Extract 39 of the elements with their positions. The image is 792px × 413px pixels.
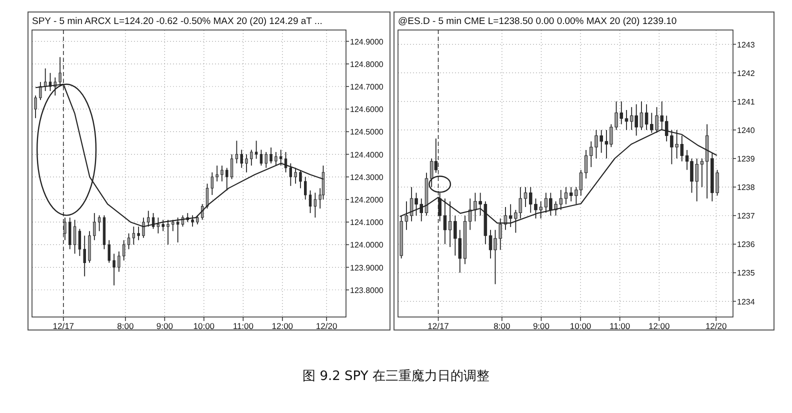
y-tick-label: 123.9000 <box>350 263 384 272</box>
x-tick-label: 12:00 <box>648 321 670 331</box>
x-tick-label: 9:00 <box>532 321 550 331</box>
x-tick-label: 12/17 <box>52 321 74 331</box>
x-tick-label: 12/20 <box>705 321 728 331</box>
y-tick-label: 124.9000 <box>350 37 384 46</box>
y-tick-label: 1234 <box>737 297 756 306</box>
y-tick-label: 123.8000 <box>350 286 384 295</box>
x-tick-label: 12:00 <box>272 321 294 331</box>
y-tick-label: 124.1000 <box>350 218 384 228</box>
caption: 图 9.2 SPY 在三重魔力日的调整 <box>302 369 490 384</box>
x-tick-label: 9:00 <box>156 321 174 331</box>
x-tick-label: 10:00 <box>193 321 215 331</box>
x-tick-label: 10:00 <box>570 321 592 331</box>
y-tick-label: 124.8000 <box>350 60 384 69</box>
y-tick-label: 1241 <box>737 97 756 106</box>
x-tick-label: 8:00 <box>494 321 510 331</box>
y-tick-label: 124.7000 <box>350 82 384 92</box>
y-tick-label: 124.5000 <box>350 128 384 137</box>
y-tick-label: 1242 <box>737 68 756 78</box>
y-tick-label: 1236 <box>737 240 756 250</box>
y-tick-label: 124.2000 <box>350 195 384 204</box>
y-tick-label: 1239 <box>737 154 756 164</box>
y-tick-label: 1238 <box>737 183 756 192</box>
x-tick-label: 12/17 <box>428 321 450 331</box>
x-tick-label: 12/20 <box>316 321 338 331</box>
y-tick-label: 124.6000 <box>350 105 384 114</box>
chart-title: SPY - 5 min ARCX L=124.20 -0.62 -0.50% MAX 20 (20) 124.29 aT ... <box>32 16 322 27</box>
x-tick-label: 11:00 <box>610 321 630 331</box>
y-tick-label: 1237 <box>737 212 756 221</box>
chart-title: @ES.D - 5 min CME L=1238.50 0.00 0.00% MAX 20 (20) 1239.10 <box>398 16 677 27</box>
y-tick-label: 124.3000 <box>350 172 384 182</box>
y-tick-label: 1235 <box>737 268 756 278</box>
y-tick-label: 1240 <box>737 126 756 135</box>
x-tick-label: 11:00 <box>232 321 254 331</box>
y-tick-label: 124.0000 <box>350 240 384 250</box>
y-tick-label: 1243 <box>737 40 756 50</box>
y-tick-label: 124.4000 <box>350 150 384 160</box>
x-tick-label: 8:00 <box>117 321 134 331</box>
